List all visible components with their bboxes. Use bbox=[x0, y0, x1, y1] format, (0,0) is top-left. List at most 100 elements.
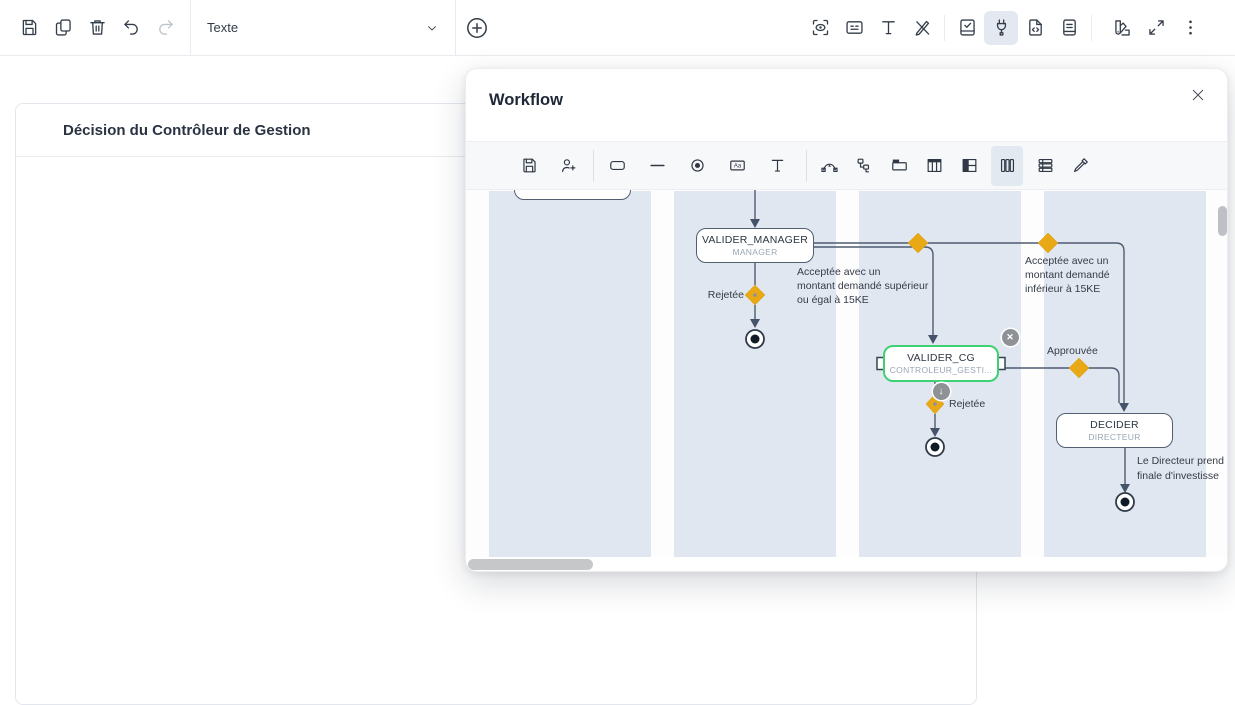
design-pens-icon bbox=[915, 20, 929, 36]
wf-save-button[interactable] bbox=[516, 146, 542, 186]
node-title: VALIDER_MANAGER bbox=[701, 234, 809, 246]
label-line: Le Directeur prend bbox=[1137, 455, 1224, 467]
redo-icon bbox=[158, 20, 173, 35]
node-decider[interactable]: DECIDER DIRECTEUR bbox=[1056, 413, 1173, 448]
table-rows-icon bbox=[962, 158, 976, 173]
wf-table-columns-tool[interactable] bbox=[921, 146, 947, 186]
connectors-layer bbox=[744, 190, 1135, 512]
rounded-rect-icon bbox=[609, 160, 625, 171]
text-icon bbox=[881, 21, 895, 35]
edge-label-rejetee: Rejetée bbox=[707, 289, 744, 301]
node-title: VALIDER_CG bbox=[907, 352, 975, 364]
plus-circle-icon bbox=[467, 17, 487, 38]
duplicate-button[interactable] bbox=[46, 11, 80, 45]
chevron-down-icon bbox=[428, 25, 436, 30]
modal-close-button[interactable] bbox=[1184, 81, 1212, 109]
design-button[interactable] bbox=[905, 11, 939, 45]
connectors-button[interactable] bbox=[984, 10, 1018, 45]
node-partial[interactable] bbox=[514, 190, 631, 200]
wf-swimlane-tool[interactable] bbox=[886, 146, 912, 186]
node-delete-button[interactable]: ✕ bbox=[1001, 328, 1019, 346]
table-columns-icon bbox=[927, 158, 941, 173]
validation-button[interactable] bbox=[950, 11, 984, 45]
node-subtitle: DIRECTEUR bbox=[1088, 432, 1141, 442]
wf-end-state-tool[interactable] bbox=[684, 146, 710, 186]
save-button[interactable] bbox=[12, 11, 46, 45]
toolbar-right-group bbox=[803, 10, 1207, 45]
label-line: montant demandé supérieur bbox=[797, 280, 929, 292]
trash-icon bbox=[89, 20, 105, 35]
redo-button[interactable] bbox=[148, 11, 182, 45]
notebook-check-icon bbox=[959, 19, 975, 36]
workflow-toolbar: Aa bbox=[466, 141, 1227, 190]
wf-table-rows-tool[interactable] bbox=[956, 146, 982, 186]
add-button[interactable] bbox=[460, 11, 494, 45]
node-valider-cg[interactable]: VALIDER_CG CONTROLEUR_GESTI... bbox=[883, 345, 999, 382]
wf-assign-user-button[interactable] bbox=[555, 146, 581, 186]
columns-icon bbox=[1000, 158, 1014, 173]
preview-button[interactable] bbox=[803, 11, 837, 45]
swimlane-1 bbox=[489, 191, 651, 557]
undo-button[interactable] bbox=[114, 11, 148, 45]
wf-label-tool[interactable]: Aa bbox=[724, 146, 750, 186]
label-line: Acceptée avec un bbox=[797, 266, 881, 278]
edge-label-acceptee-inf: Acceptée avec un montant demandé inférie… bbox=[1025, 254, 1110, 296]
form-title: Décision du Contrôleur de Gestion bbox=[63, 121, 311, 139]
save-icon bbox=[22, 19, 36, 36]
script-button[interactable] bbox=[1052, 11, 1086, 45]
user-add-icon bbox=[561, 159, 575, 173]
modal-title: Workflow bbox=[489, 91, 563, 109]
delete-button[interactable] bbox=[80, 11, 114, 45]
plug-icon bbox=[996, 19, 1006, 36]
wf-columns-tool[interactable] bbox=[991, 145, 1023, 186]
node-title: DECIDER bbox=[1090, 419, 1139, 431]
wf-rect-tool[interactable] bbox=[604, 146, 630, 186]
toolbar-divider bbox=[806, 149, 807, 182]
wf-hierarchy-tool[interactable] bbox=[851, 146, 877, 186]
swimlane-icon bbox=[891, 159, 907, 171]
script-icon bbox=[1062, 19, 1076, 36]
node-subtitle: MANAGER bbox=[732, 247, 778, 257]
edge-label-approuvee: Approuvée bbox=[1047, 345, 1098, 357]
swatchbook-icon bbox=[1114, 20, 1130, 36]
radio-icon bbox=[690, 159, 704, 172]
theme-button[interactable] bbox=[1105, 11, 1139, 45]
text-tool-button[interactable] bbox=[871, 11, 905, 45]
undo-icon bbox=[123, 20, 138, 35]
horizontal-scrollbar[interactable] bbox=[468, 559, 593, 570]
wf-bezier-tool[interactable] bbox=[816, 146, 842, 186]
textbox-icon: Aa bbox=[729, 160, 745, 171]
duplicate-icon bbox=[55, 19, 71, 36]
doc-type-value: Texte bbox=[207, 20, 239, 35]
code-button[interactable] bbox=[1018, 11, 1052, 45]
eyedropper-icon bbox=[1073, 158, 1088, 173]
svg-text:Aa: Aa bbox=[733, 164, 741, 170]
node-connect-down-button[interactable]: ↓ bbox=[932, 382, 950, 400]
wf-rows-tool[interactable] bbox=[1032, 146, 1058, 186]
label-line: ou égal à 15KE bbox=[797, 294, 869, 306]
node-valider-manager[interactable]: VALIDER_MANAGER MANAGER bbox=[696, 228, 814, 263]
scan-eye-icon bbox=[812, 19, 828, 36]
wf-eyedropper-tool[interactable] bbox=[1067, 146, 1093, 186]
toolbar-divider bbox=[944, 14, 945, 41]
workflow-canvas[interactable]: VALIDER_MANAGER MANAGER VALIDER_CG CONTR… bbox=[466, 190, 1227, 557]
save-icon bbox=[522, 158, 536, 173]
label-line: inférieur à 15KE bbox=[1025, 283, 1101, 295]
edge-label-rejetee-cg: Rejetée bbox=[949, 398, 986, 410]
vertical-scrollbar[interactable] bbox=[1218, 206, 1227, 236]
label-line: finale d'investisse bbox=[1137, 470, 1219, 482]
card-view-button[interactable] bbox=[837, 11, 871, 45]
workflow-modal: Workflow Aa bbox=[465, 68, 1228, 572]
label-line: Acceptée avec un bbox=[1025, 255, 1109, 267]
code-file-icon bbox=[1028, 19, 1042, 36]
doc-type-select[interactable]: Texte bbox=[190, 0, 456, 55]
wf-text-tool[interactable] bbox=[764, 146, 790, 186]
text-icon bbox=[771, 159, 783, 172]
line-icon bbox=[649, 164, 665, 167]
id-card-icon bbox=[845, 21, 863, 34]
wf-line-tool[interactable] bbox=[644, 146, 670, 186]
more-menu-button[interactable] bbox=[1173, 11, 1207, 45]
rows-icon bbox=[1038, 158, 1052, 173]
fullscreen-button[interactable] bbox=[1139, 11, 1173, 45]
kebab-menu-icon bbox=[1188, 20, 1192, 35]
